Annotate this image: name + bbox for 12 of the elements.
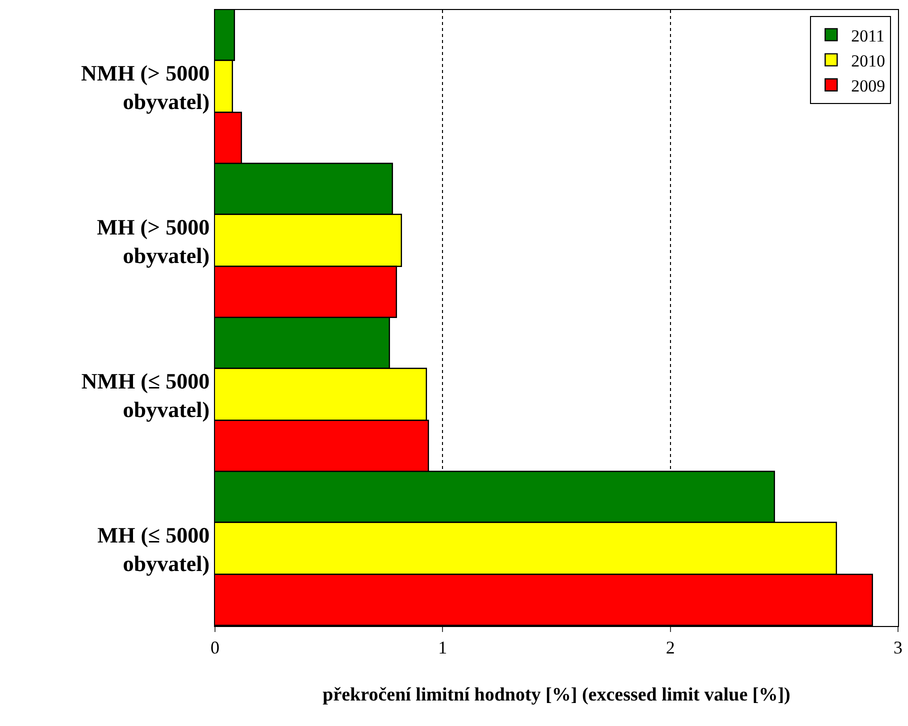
legend-label: 2011 (851, 26, 885, 46)
y-tick-label: NMH (> 5000 obyvatel) (80, 60, 210, 114)
y-tick-label: MH (≤ 5000 obyvatel) (97, 522, 210, 576)
legend-label: 2010 (851, 51, 886, 70)
x-tick-label: 2 (666, 638, 675, 658)
x-tick-label: 1 (438, 638, 448, 658)
x-tick-label: 3 (894, 638, 902, 658)
y-tick-label: NMH (≤ 5000 obyvatel) (81, 368, 210, 422)
x-axis-title: překročení limitní hodnoty [%] (excessed limit value [%]) (322, 684, 790, 706)
y-tick-label: MH (> 5000 obyvatel) (96, 214, 210, 268)
x-tick-label: 0 (210, 638, 220, 658)
legend-label: 2009 (851, 76, 886, 96)
